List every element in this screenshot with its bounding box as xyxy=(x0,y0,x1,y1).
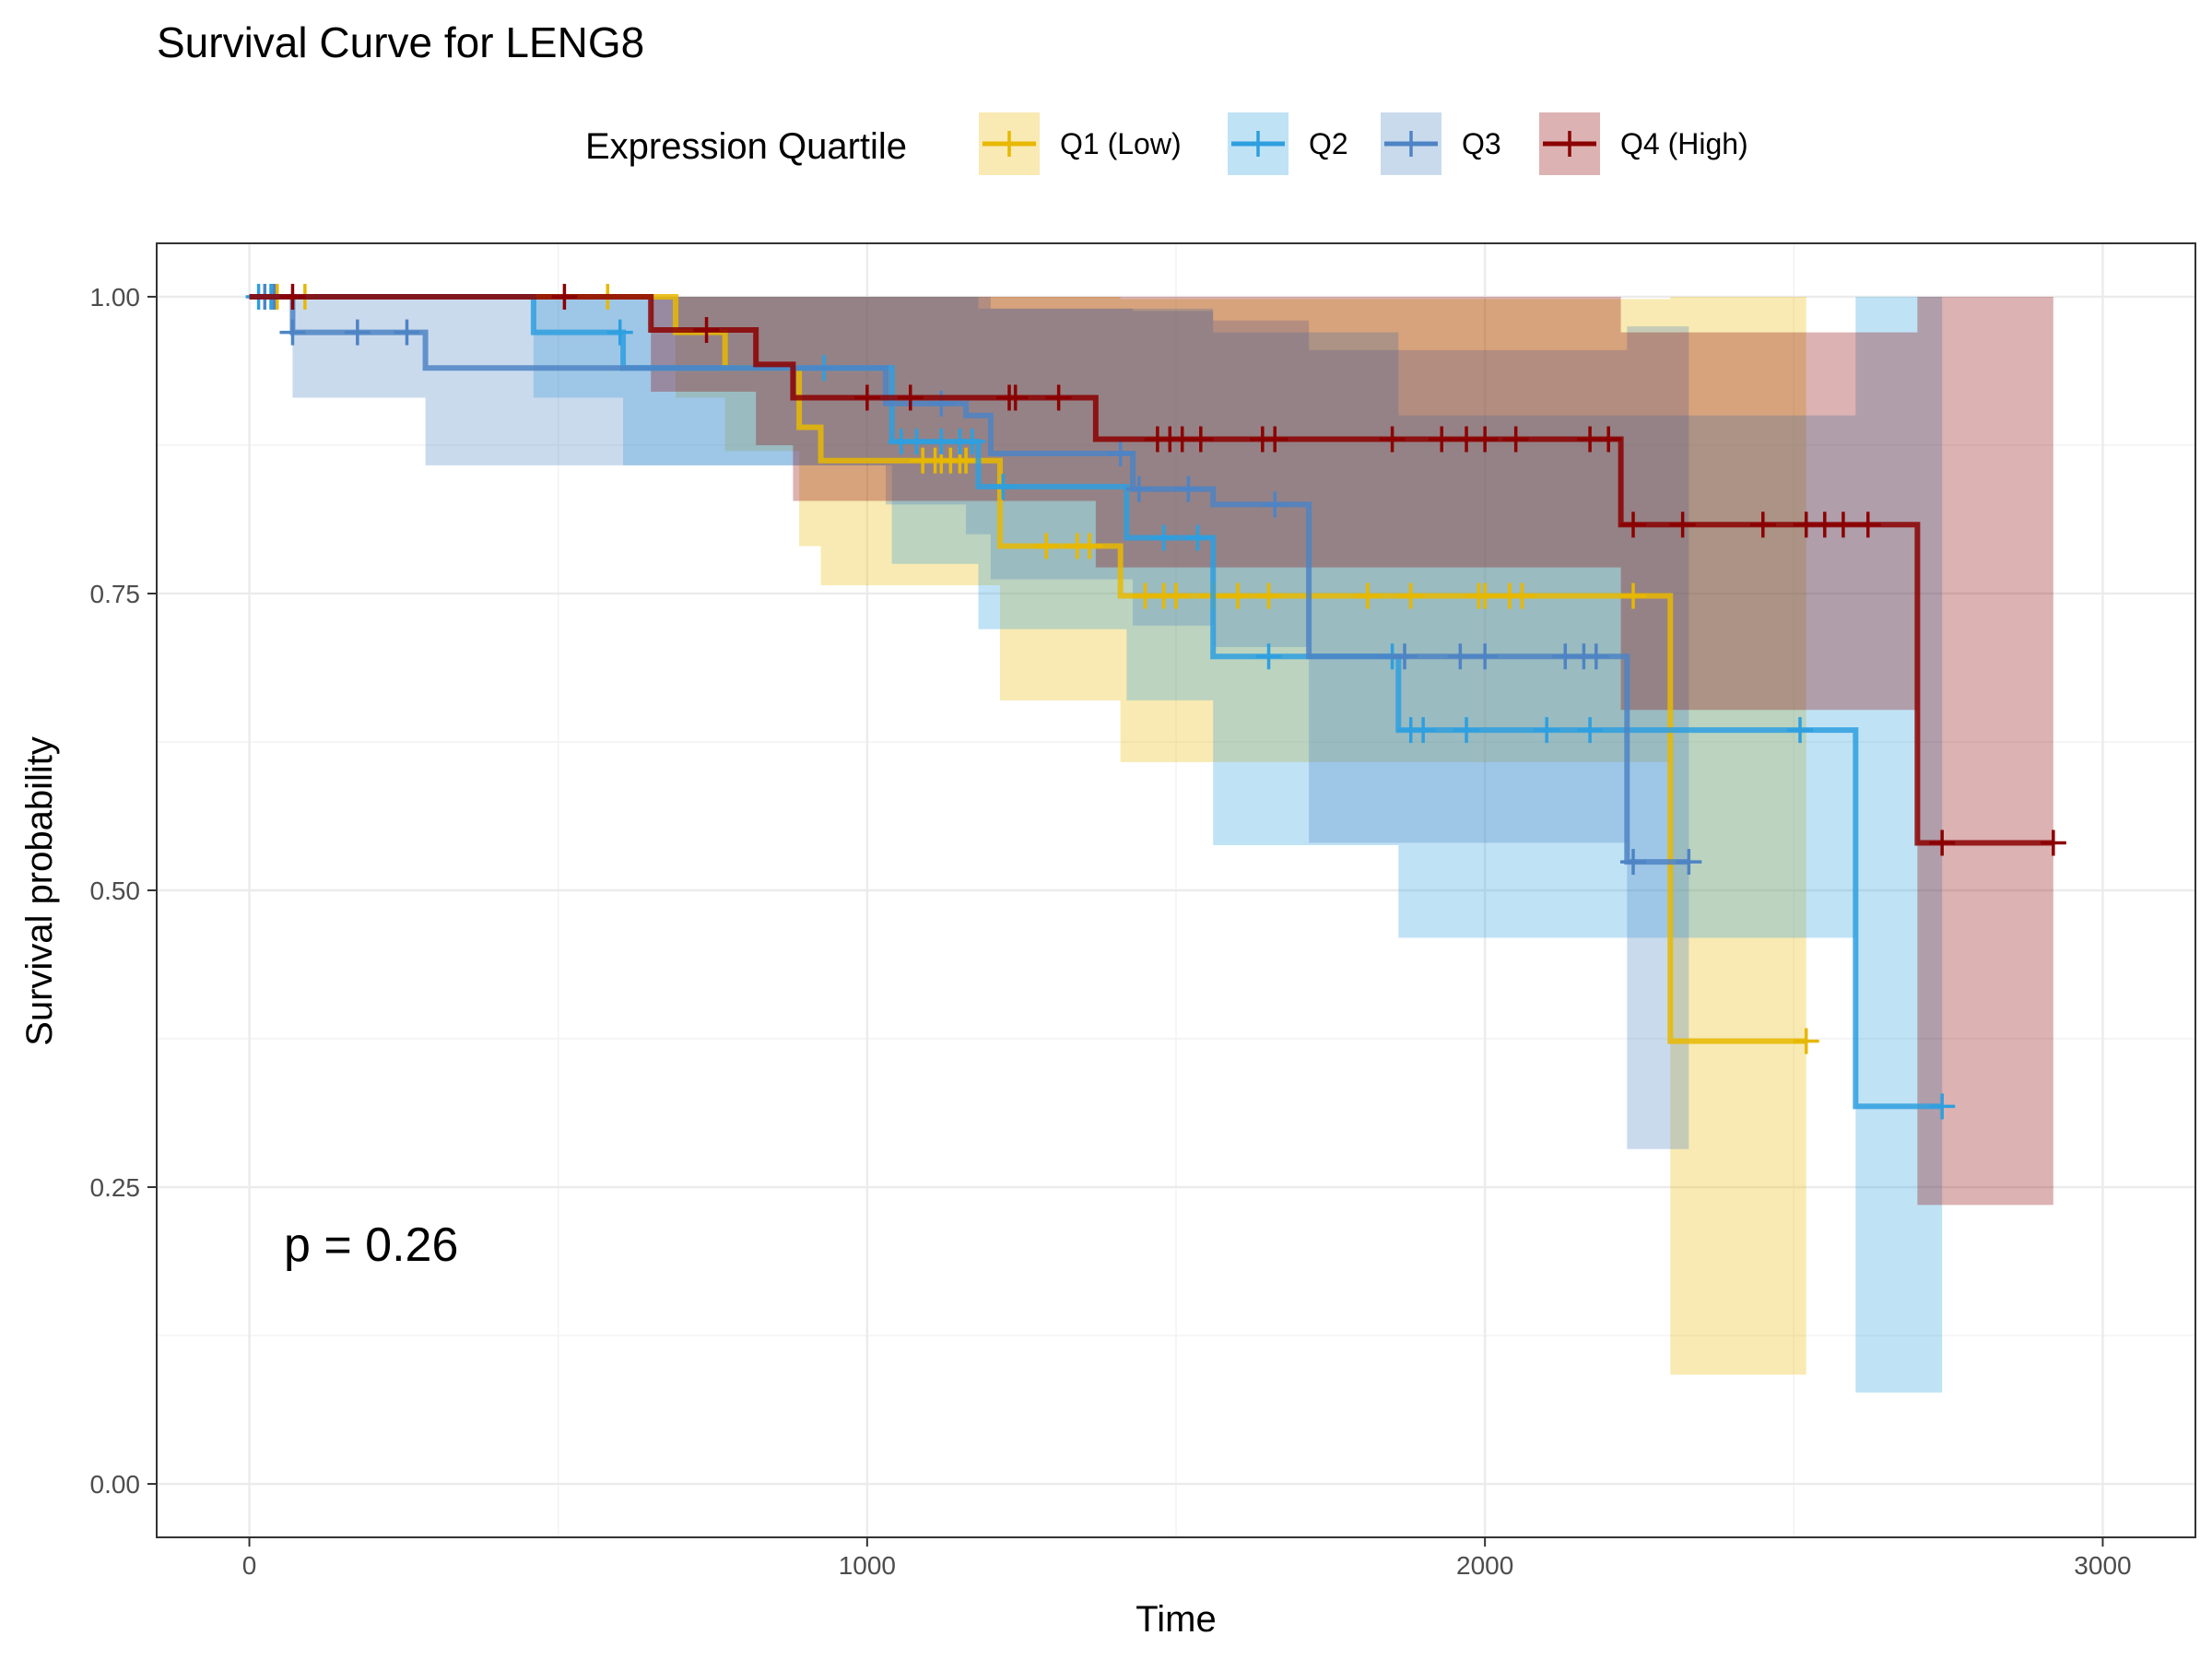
x-tick-label: 0 xyxy=(242,1551,257,1580)
legend: Expression Quartile Q1 (Low) Q2 Q3 Q4 (High… xyxy=(585,112,1748,175)
chart-title: Survival Curve for LENG8 xyxy=(157,18,644,66)
censor-mark xyxy=(1472,426,1499,453)
censor-mark xyxy=(1502,426,1529,453)
censor-mark xyxy=(1187,426,1214,453)
x-axis-title: Time xyxy=(1135,1599,1216,1640)
y-tick-label: 1.00 xyxy=(90,283,141,312)
y-tick-label: 0.00 xyxy=(90,1470,141,1499)
censor-mark xyxy=(1929,830,1956,856)
y-axis-title: Survival probability xyxy=(19,736,60,1046)
censor-mark xyxy=(897,384,924,411)
plot-area: 0 1000 2000 3000 0.00 0.25 0.50 0.75 1.00 xyxy=(90,242,2196,1580)
censor-mark xyxy=(1620,512,1647,538)
censor-mark xyxy=(1676,849,1702,876)
legend-item-2: Q2 xyxy=(1228,112,1348,175)
ci-band-3 xyxy=(249,296,1689,1149)
censor-mark xyxy=(1583,643,1609,670)
censor-mark xyxy=(1669,512,1696,538)
legend-label: Q2 xyxy=(1309,127,1348,160)
censor-mark xyxy=(1150,524,1177,551)
censor-mark xyxy=(1392,643,1418,670)
x-tick-label: 2000 xyxy=(1456,1551,1513,1580)
censor-mark xyxy=(1379,426,1406,453)
censor-mark xyxy=(1509,582,1535,609)
censor-mark xyxy=(1429,426,1455,453)
censor-mark xyxy=(1163,582,1189,609)
censor-mark xyxy=(1225,582,1252,609)
censor-mark xyxy=(2040,830,2066,856)
censor-mark xyxy=(551,283,578,310)
censor-mark xyxy=(1620,582,1647,609)
censor-mark xyxy=(853,384,880,411)
censor-mark xyxy=(1255,582,1282,609)
legend-item-3: Q3 xyxy=(1381,112,1501,175)
censor-mark xyxy=(606,319,633,346)
censor-mark xyxy=(1447,643,1474,670)
censor-mark xyxy=(693,317,720,344)
survival-line-3 xyxy=(249,293,1689,865)
censor-mark xyxy=(1045,384,1072,411)
censor-mark xyxy=(1534,717,1560,744)
censor-mark xyxy=(953,447,980,474)
legend-label: Q1 (Low) xyxy=(1060,127,1182,160)
legend-item-1: Q1 (Low) xyxy=(979,112,1182,175)
censor-mark xyxy=(990,474,1017,500)
p-value-annotation: p = 0.26 xyxy=(284,1218,458,1272)
censor-mark xyxy=(1107,440,1134,466)
censor-mark xyxy=(279,319,306,346)
y-tick-label: 0.50 xyxy=(90,877,141,905)
x-tick-label: 3000 xyxy=(2074,1551,2131,1580)
censor-mark xyxy=(279,283,306,310)
censor-mark xyxy=(1749,512,1776,538)
censor-mark xyxy=(903,429,930,455)
censor-mark xyxy=(1255,643,1282,670)
censor-mark xyxy=(1929,1093,1956,1120)
censor-mark xyxy=(1453,717,1480,744)
censor-mark xyxy=(1397,582,1424,609)
censor-mark xyxy=(1620,849,1647,876)
legend-label: Q4 (High) xyxy=(1620,127,1748,160)
censor-mark xyxy=(1262,426,1288,453)
censor-mark xyxy=(1472,582,1499,609)
ci-band-1 xyxy=(249,296,1806,1375)
censor-mark xyxy=(1077,533,1103,559)
censor-mark xyxy=(1262,491,1288,518)
censor-mark xyxy=(1595,426,1622,453)
legend-label: Q3 xyxy=(1462,127,1501,160)
censor-mark xyxy=(344,319,371,346)
censor-mark xyxy=(1793,1028,1819,1054)
legend-item-4: Q4 (High) xyxy=(1539,112,1748,175)
censor-mark xyxy=(1125,476,1152,502)
censor-mark xyxy=(1002,384,1029,411)
censor-mark xyxy=(1830,512,1856,538)
censor-mark xyxy=(1410,717,1437,744)
y-tick-label: 0.25 xyxy=(90,1173,141,1202)
censor-mark xyxy=(1787,717,1814,744)
censor-mark xyxy=(1354,582,1381,609)
ci-band-2 xyxy=(249,296,1943,1393)
x-tick-label: 1000 xyxy=(839,1551,896,1580)
censor-mark xyxy=(1577,717,1604,744)
ci-band-4 xyxy=(249,296,2053,1206)
legend-title: Expression Quartile xyxy=(585,126,907,167)
censor-mark xyxy=(394,319,420,346)
censor-mark xyxy=(959,429,985,455)
censor-mark xyxy=(1175,476,1202,502)
y-tick-label: 0.75 xyxy=(90,580,141,608)
censor-mark xyxy=(1472,643,1499,670)
censor-mark xyxy=(1033,533,1060,559)
censor-mark xyxy=(1854,512,1881,538)
censor-mark xyxy=(1184,524,1211,551)
